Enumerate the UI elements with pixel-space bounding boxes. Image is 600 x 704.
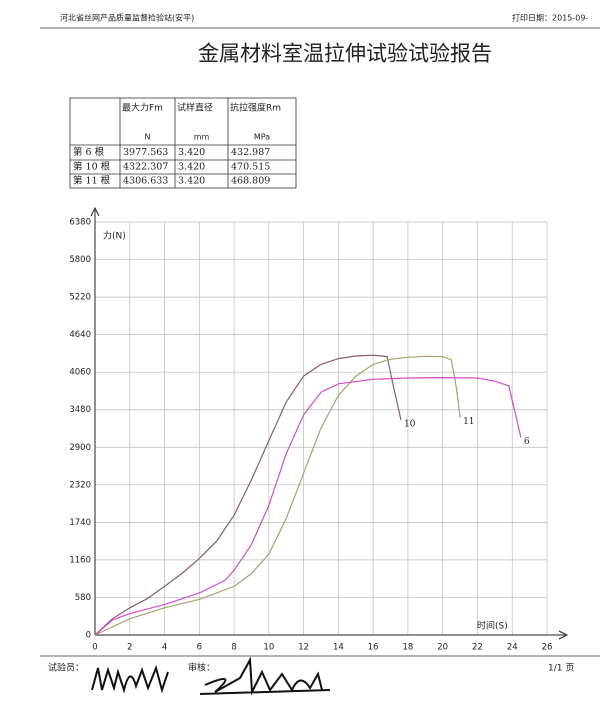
- series-label: 6: [524, 437, 530, 447]
- x-tick-label: 14: [333, 643, 344, 653]
- x-tick-label: 6: [197, 643, 202, 653]
- cell: 468.809: [231, 176, 270, 187]
- cell: 4306.633: [123, 176, 168, 187]
- x-tick-label: 20: [437, 643, 448, 653]
- cell: 432.987: [231, 147, 270, 158]
- y-tick-label: 1160: [69, 555, 91, 565]
- cell: 470.515: [231, 162, 270, 173]
- y-tick-label: 580: [75, 593, 91, 603]
- table-border: [69, 97, 297, 189]
- y-tick-label: 2900: [69, 443, 91, 453]
- y-tick-label: 4060: [69, 368, 91, 378]
- x-tick-label: 12: [298, 643, 309, 653]
- print-date: 打印日期：2015-09-: [512, 13, 588, 23]
- row-label: 第 10 根: [73, 161, 111, 173]
- table: 最大力Fm N 试样直径 mm 抗拉强度Rm MPa 第 6 根 3977.563 3.420 4…: [69, 97, 297, 189]
- cell: 3977.563: [123, 147, 168, 158]
- x-tick-label: 22: [472, 643, 483, 653]
- y-axis-arrow: [90, 206, 100, 217]
- x-tick-label: 4: [162, 643, 167, 653]
- title: 金属材料室温拉伸试验试验报告: [198, 42, 492, 66]
- x-tick-label: 16: [368, 643, 379, 653]
- x-tick-label: 18: [403, 643, 414, 653]
- y-tick-label: 2320: [69, 480, 91, 490]
- y-tick-label: 5800: [69, 255, 91, 265]
- x-tick-label: 2: [127, 643, 132, 653]
- x-tick-label: 10: [263, 643, 274, 653]
- y-tick-label: 0: [86, 631, 91, 641]
- org: 河北省丝网产品质量监督检验站(安平): [60, 13, 194, 23]
- chart: 0580116017402320290034804060464052205800…: [69, 206, 569, 653]
- x-tick-label: 8: [231, 643, 236, 653]
- series-label: 11: [463, 417, 474, 427]
- reviewer-label: 审核：: [188, 662, 215, 674]
- x-axis-arrow: [558, 630, 569, 640]
- series-label: 10: [404, 420, 416, 430]
- column-header: 试样直径: [177, 102, 213, 114]
- page-number: 1/1 页: [548, 663, 574, 674]
- row-label: 第 6 根: [73, 146, 105, 158]
- y-tick-label: 1740: [69, 518, 91, 528]
- cell: 3.420: [178, 162, 205, 173]
- column-unit: MPa: [254, 133, 270, 142]
- data-line: [94, 355, 461, 636]
- data-line: [94, 376, 522, 636]
- y-tick-label: 4640: [69, 330, 91, 340]
- row-label: 第 11 根: [73, 175, 111, 187]
- column-header: 抗拉强度Rm: [230, 102, 281, 114]
- x-axis-label: 时间(S): [477, 620, 508, 632]
- cell: 3.420: [178, 176, 205, 187]
- x-tick-label: 0: [92, 643, 97, 653]
- tester-signature: [91, 664, 169, 694]
- y-axis-label: 力(N): [103, 230, 126, 242]
- y-tick-label: 3480: [69, 405, 91, 415]
- x-tick-label: 24: [507, 643, 518, 653]
- y-tick-label: 6380: [69, 218, 91, 228]
- data-line: [94, 354, 402, 636]
- column-unit: mm: [194, 133, 210, 142]
- reviewer-signature: [199, 656, 331, 696]
- cell: 4322.307: [123, 162, 168, 173]
- cell: 3.420: [178, 147, 205, 158]
- column-unit: N: [145, 133, 151, 142]
- column-header: 最大力Fm: [122, 102, 163, 114]
- x-tick-label: 26: [542, 643, 553, 653]
- y-tick-label: 5220: [69, 293, 91, 303]
- tester-label: 试验员：: [48, 662, 84, 674]
